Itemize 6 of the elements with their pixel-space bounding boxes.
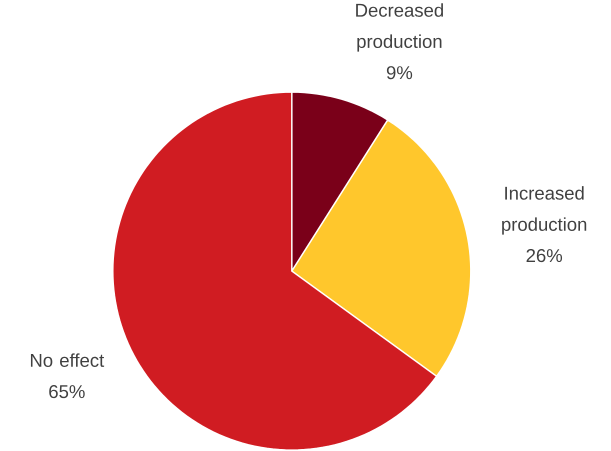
- data-label: 26%: [526, 249, 562, 262]
- data-label: 65%: [49, 385, 85, 398]
- data-label: 9%: [386, 66, 412, 80]
- slice-label: Increased production: [502, 186, 586, 235]
- slice-label: No effect: [30, 353, 104, 368]
- slice-label: Decreased production: [356, 3, 443, 52]
